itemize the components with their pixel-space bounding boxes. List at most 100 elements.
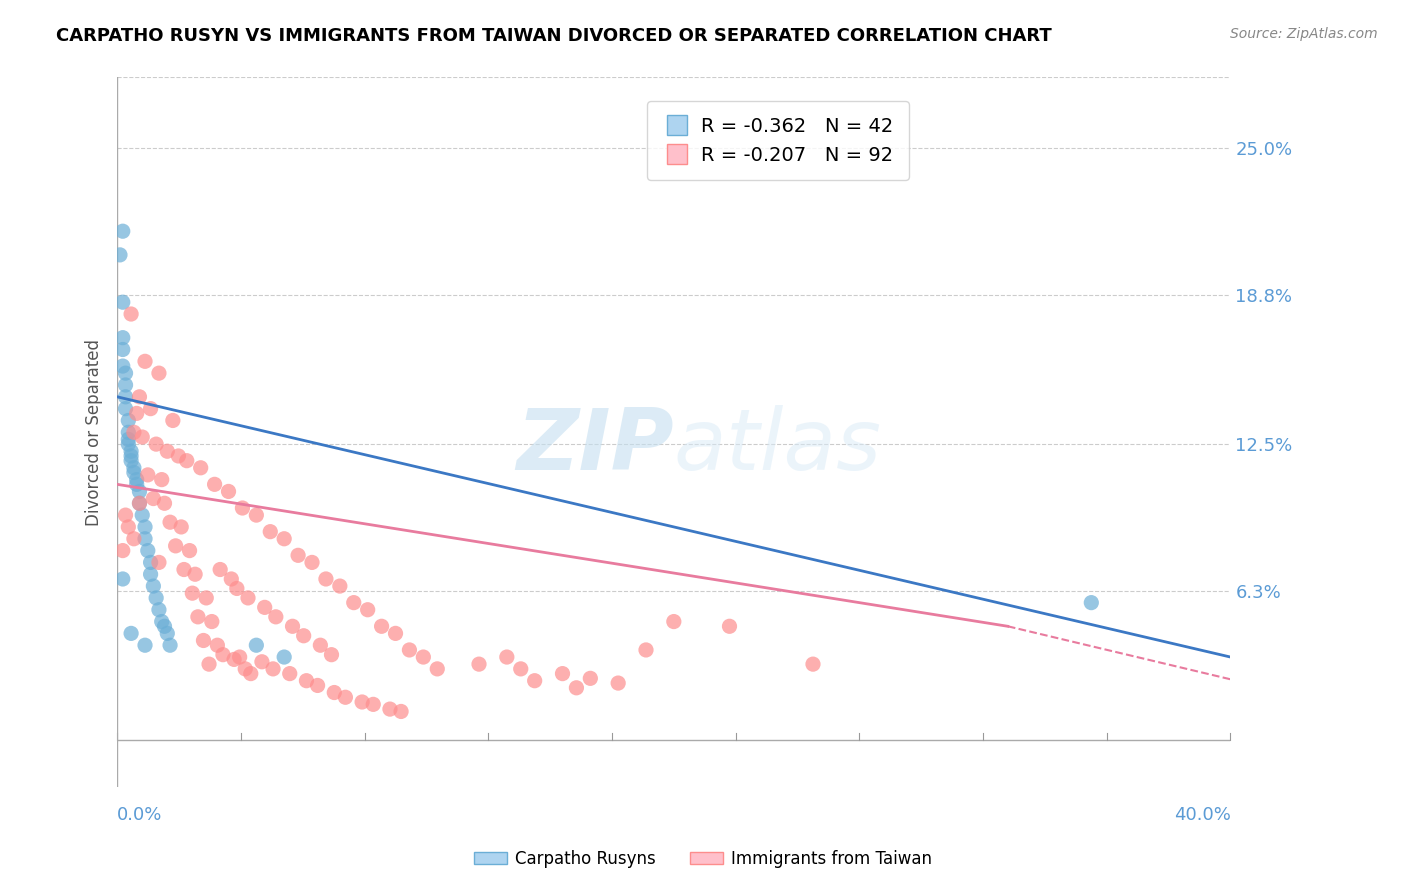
Point — [273, 650, 295, 665]
Point — [579, 671, 602, 685]
Point — [335, 690, 357, 705]
Point — [117, 433, 139, 447]
Point — [292, 629, 315, 643]
Point — [718, 619, 741, 633]
Point — [233, 662, 256, 676]
Point — [281, 619, 304, 633]
Point — [193, 633, 215, 648]
Point — [153, 619, 176, 633]
Point — [120, 307, 142, 321]
Point — [201, 615, 224, 629]
Point — [352, 695, 374, 709]
Point — [131, 430, 153, 444]
Point — [190, 460, 212, 475]
Point — [136, 467, 159, 482]
Text: 40.0%: 40.0% — [1174, 806, 1230, 824]
Point — [111, 572, 134, 586]
Point — [131, 508, 153, 522]
Point — [204, 477, 226, 491]
Point — [111, 343, 134, 357]
Point — [148, 556, 170, 570]
Point — [179, 543, 201, 558]
Point — [111, 543, 134, 558]
Point — [145, 437, 167, 451]
Point — [120, 444, 142, 458]
Point — [125, 477, 148, 491]
Point — [117, 413, 139, 427]
Point — [662, 615, 685, 629]
Point — [295, 673, 318, 688]
Point — [122, 532, 145, 546]
Point — [134, 354, 156, 368]
Point — [159, 515, 181, 529]
Point — [134, 532, 156, 546]
Point — [139, 567, 162, 582]
Point — [128, 390, 150, 404]
Point — [523, 673, 546, 688]
Point — [128, 496, 150, 510]
Point — [139, 401, 162, 416]
Point — [176, 453, 198, 467]
Point — [198, 657, 221, 672]
Point — [228, 650, 250, 665]
Point — [120, 449, 142, 463]
Point — [128, 484, 150, 499]
Point — [207, 638, 229, 652]
Point — [278, 666, 301, 681]
Point — [287, 549, 309, 563]
Point — [309, 638, 332, 652]
Point — [108, 248, 131, 262]
Point — [153, 496, 176, 510]
Point — [273, 532, 295, 546]
Point — [264, 610, 287, 624]
Point — [173, 562, 195, 576]
Point — [139, 556, 162, 570]
Point — [111, 295, 134, 310]
Point — [114, 508, 136, 522]
Point — [212, 648, 235, 662]
Point — [125, 406, 148, 420]
Point — [167, 449, 190, 463]
Point — [231, 501, 253, 516]
Point — [117, 437, 139, 451]
Point — [307, 678, 329, 692]
Point — [250, 655, 273, 669]
Legend: Carpatho Rusyns, Immigrants from Taiwan: Carpatho Rusyns, Immigrants from Taiwan — [467, 844, 939, 875]
Point — [468, 657, 491, 672]
Legend: R = -0.362   N = 42, R = -0.207   N = 92: R = -0.362 N = 42, R = -0.207 N = 92 — [647, 102, 910, 180]
Point — [125, 473, 148, 487]
Point — [120, 626, 142, 640]
Point — [329, 579, 352, 593]
Point — [509, 662, 531, 676]
Point — [184, 567, 207, 582]
Point — [565, 681, 588, 695]
Point — [357, 603, 380, 617]
Point — [195, 591, 218, 605]
Point — [134, 520, 156, 534]
Point — [165, 539, 187, 553]
Point — [111, 359, 134, 373]
Point — [495, 650, 517, 665]
Point — [245, 638, 267, 652]
Point — [262, 662, 284, 676]
Point — [114, 390, 136, 404]
Point — [150, 615, 173, 629]
Point — [221, 572, 243, 586]
Point — [426, 662, 449, 676]
Point — [111, 224, 134, 238]
Point — [142, 579, 165, 593]
Point — [114, 366, 136, 380]
Point — [156, 626, 179, 640]
Point — [170, 520, 193, 534]
Text: ZIP: ZIP — [516, 405, 673, 488]
Point — [1080, 596, 1102, 610]
Point — [142, 491, 165, 506]
Text: CARPATHO RUSYN VS IMMIGRANTS FROM TAIWAN DIVORCED OR SEPARATED CORRELATION CHART: CARPATHO RUSYN VS IMMIGRANTS FROM TAIWAN… — [56, 27, 1052, 45]
Point — [315, 572, 337, 586]
Point — [239, 666, 262, 681]
Point — [122, 460, 145, 475]
Point — [120, 453, 142, 467]
Point — [301, 556, 323, 570]
Point — [245, 508, 267, 522]
Point — [236, 591, 259, 605]
